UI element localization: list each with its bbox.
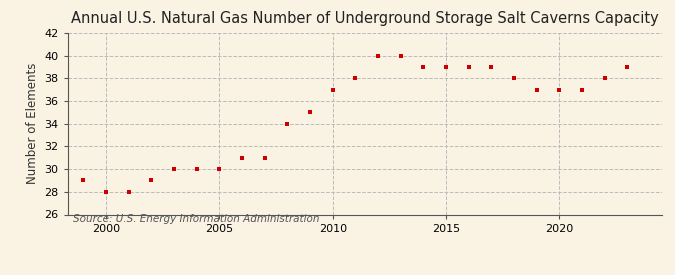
Point: [259, 156, 270, 160]
Point: [169, 167, 180, 171]
Point: [441, 65, 452, 69]
Point: [622, 65, 633, 69]
Point: [373, 53, 383, 58]
Point: [78, 178, 89, 183]
Point: [282, 122, 293, 126]
Point: [304, 110, 315, 115]
Point: [214, 167, 225, 171]
Point: [327, 87, 338, 92]
Point: [599, 76, 610, 81]
Point: [554, 87, 565, 92]
Y-axis label: Number of Elements: Number of Elements: [26, 63, 38, 185]
Point: [486, 65, 497, 69]
Point: [396, 53, 406, 58]
Point: [191, 167, 202, 171]
Point: [531, 87, 542, 92]
Point: [237, 156, 248, 160]
Point: [350, 76, 361, 81]
Point: [464, 65, 475, 69]
Point: [124, 190, 134, 194]
Text: Source: U.S. Energy Information Administration: Source: U.S. Energy Information Administ…: [74, 214, 320, 224]
Point: [418, 65, 429, 69]
Point: [509, 76, 520, 81]
Title: Annual U.S. Natural Gas Number of Underground Storage Salt Caverns Capacity: Annual U.S. Natural Gas Number of Underg…: [71, 11, 658, 26]
Point: [576, 87, 587, 92]
Point: [101, 190, 111, 194]
Point: [146, 178, 157, 183]
